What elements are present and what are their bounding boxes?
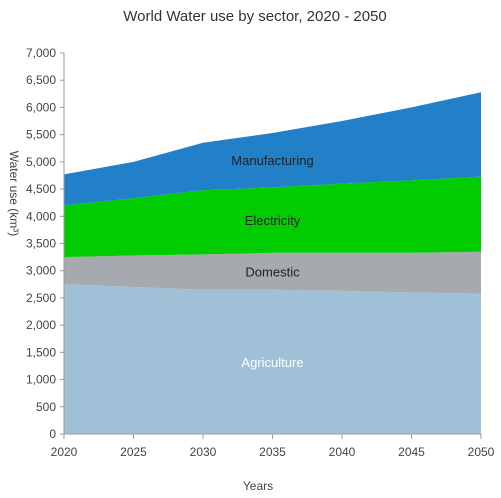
y-tick-label: 3,000 (26, 264, 56, 278)
y-axis-label: Water use (km³) (7, 151, 21, 237)
area-labels: Agriculture Domestic Electricity Manufactur… (231, 153, 313, 370)
x-tick-label: 2035 (259, 445, 286, 459)
area-electricity (64, 176, 481, 258)
y-tick-label: 2,000 (26, 318, 56, 332)
y-tick-label: 1,000 (26, 373, 56, 387)
stacked-areas (64, 92, 481, 434)
area-domestic (64, 251, 481, 294)
x-tick-label: 2025 (120, 445, 147, 459)
chart-title: World Water use by sector, 2020 - 2050 (123, 8, 386, 25)
y-tick-label: 0 (49, 427, 56, 441)
x-tick-label: 2030 (190, 445, 217, 459)
area-agriculture (64, 284, 481, 434)
y-tick-label: 2,500 (26, 291, 56, 305)
y-tick-label: 5,500 (26, 128, 56, 142)
x-tick-label: 2020 (51, 445, 78, 459)
y-tick-label: 4,000 (26, 209, 56, 223)
y-tick-label: 4,500 (26, 182, 56, 196)
area-label-domestic: Domestic (245, 264, 300, 279)
y-tick-label: 1,500 (26, 345, 56, 359)
x-tick-label: 2045 (398, 445, 425, 459)
y-tick-label: 3,500 (26, 237, 56, 251)
x-axis-label: Years (243, 479, 273, 493)
area-label-manufacturing: Manufacturing (231, 153, 313, 168)
area-label-agriculture: Agriculture (241, 355, 303, 370)
y-tick-label: 500 (36, 400, 56, 414)
y-tick-label: 5,000 (26, 155, 56, 169)
area-label-electricity: Electricity (245, 213, 301, 228)
x-tick-label: 2050 (468, 445, 495, 459)
area-manufacturing (64, 92, 481, 206)
y-tick-label: 7,000 (26, 46, 56, 60)
y-tick-label: 6,500 (26, 73, 56, 87)
x-tick-label: 2040 (329, 445, 356, 459)
y-tick-label: 6,000 (26, 100, 56, 114)
axes: 0 500 1,000 1,500 2,000 2,500 3,000 3,500 4,000 4… (26, 46, 495, 459)
